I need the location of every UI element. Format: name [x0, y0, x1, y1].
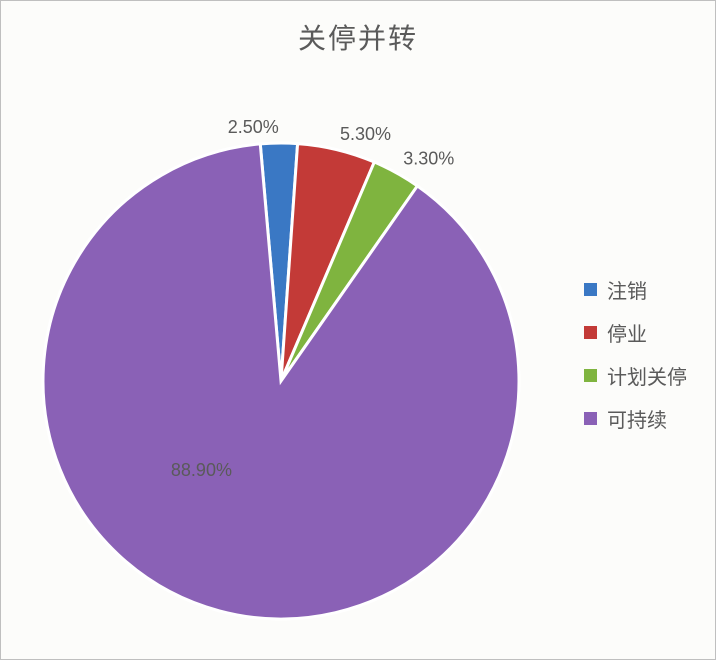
legend-item: 注销 — [584, 275, 687, 304]
legend-label: 计划关停 — [607, 361, 687, 390]
legend-label: 注销 — [607, 275, 647, 304]
legend-label: 停业 — [607, 318, 647, 347]
slice-label: 88.90% — [171, 460, 232, 480]
chart-frame: 关停并转 2.50% 5.30% 3.30% 88.90% 注销停业计划关停可持续 — [0, 0, 716, 660]
legend-item: 计划关停 — [584, 361, 687, 390]
slice-label: 2.50% — [228, 117, 279, 137]
slice-label: 5.30% — [340, 124, 391, 144]
pie-chart: 2.50% 5.30% 3.30% 88.90% — [21, 81, 541, 641]
slice-label: 3.30% — [403, 149, 454, 169]
legend: 注销停业计划关停可持续 — [584, 261, 687, 447]
legend-label: 可持续 — [607, 404, 667, 433]
legend-item: 可持续 — [584, 404, 687, 433]
legend-swatch — [584, 412, 597, 425]
legend-item: 停业 — [584, 318, 687, 347]
legend-swatch — [584, 369, 597, 382]
legend-swatch — [584, 326, 597, 339]
legend-swatch — [584, 283, 597, 296]
chart-title: 关停并转 — [1, 17, 715, 57]
